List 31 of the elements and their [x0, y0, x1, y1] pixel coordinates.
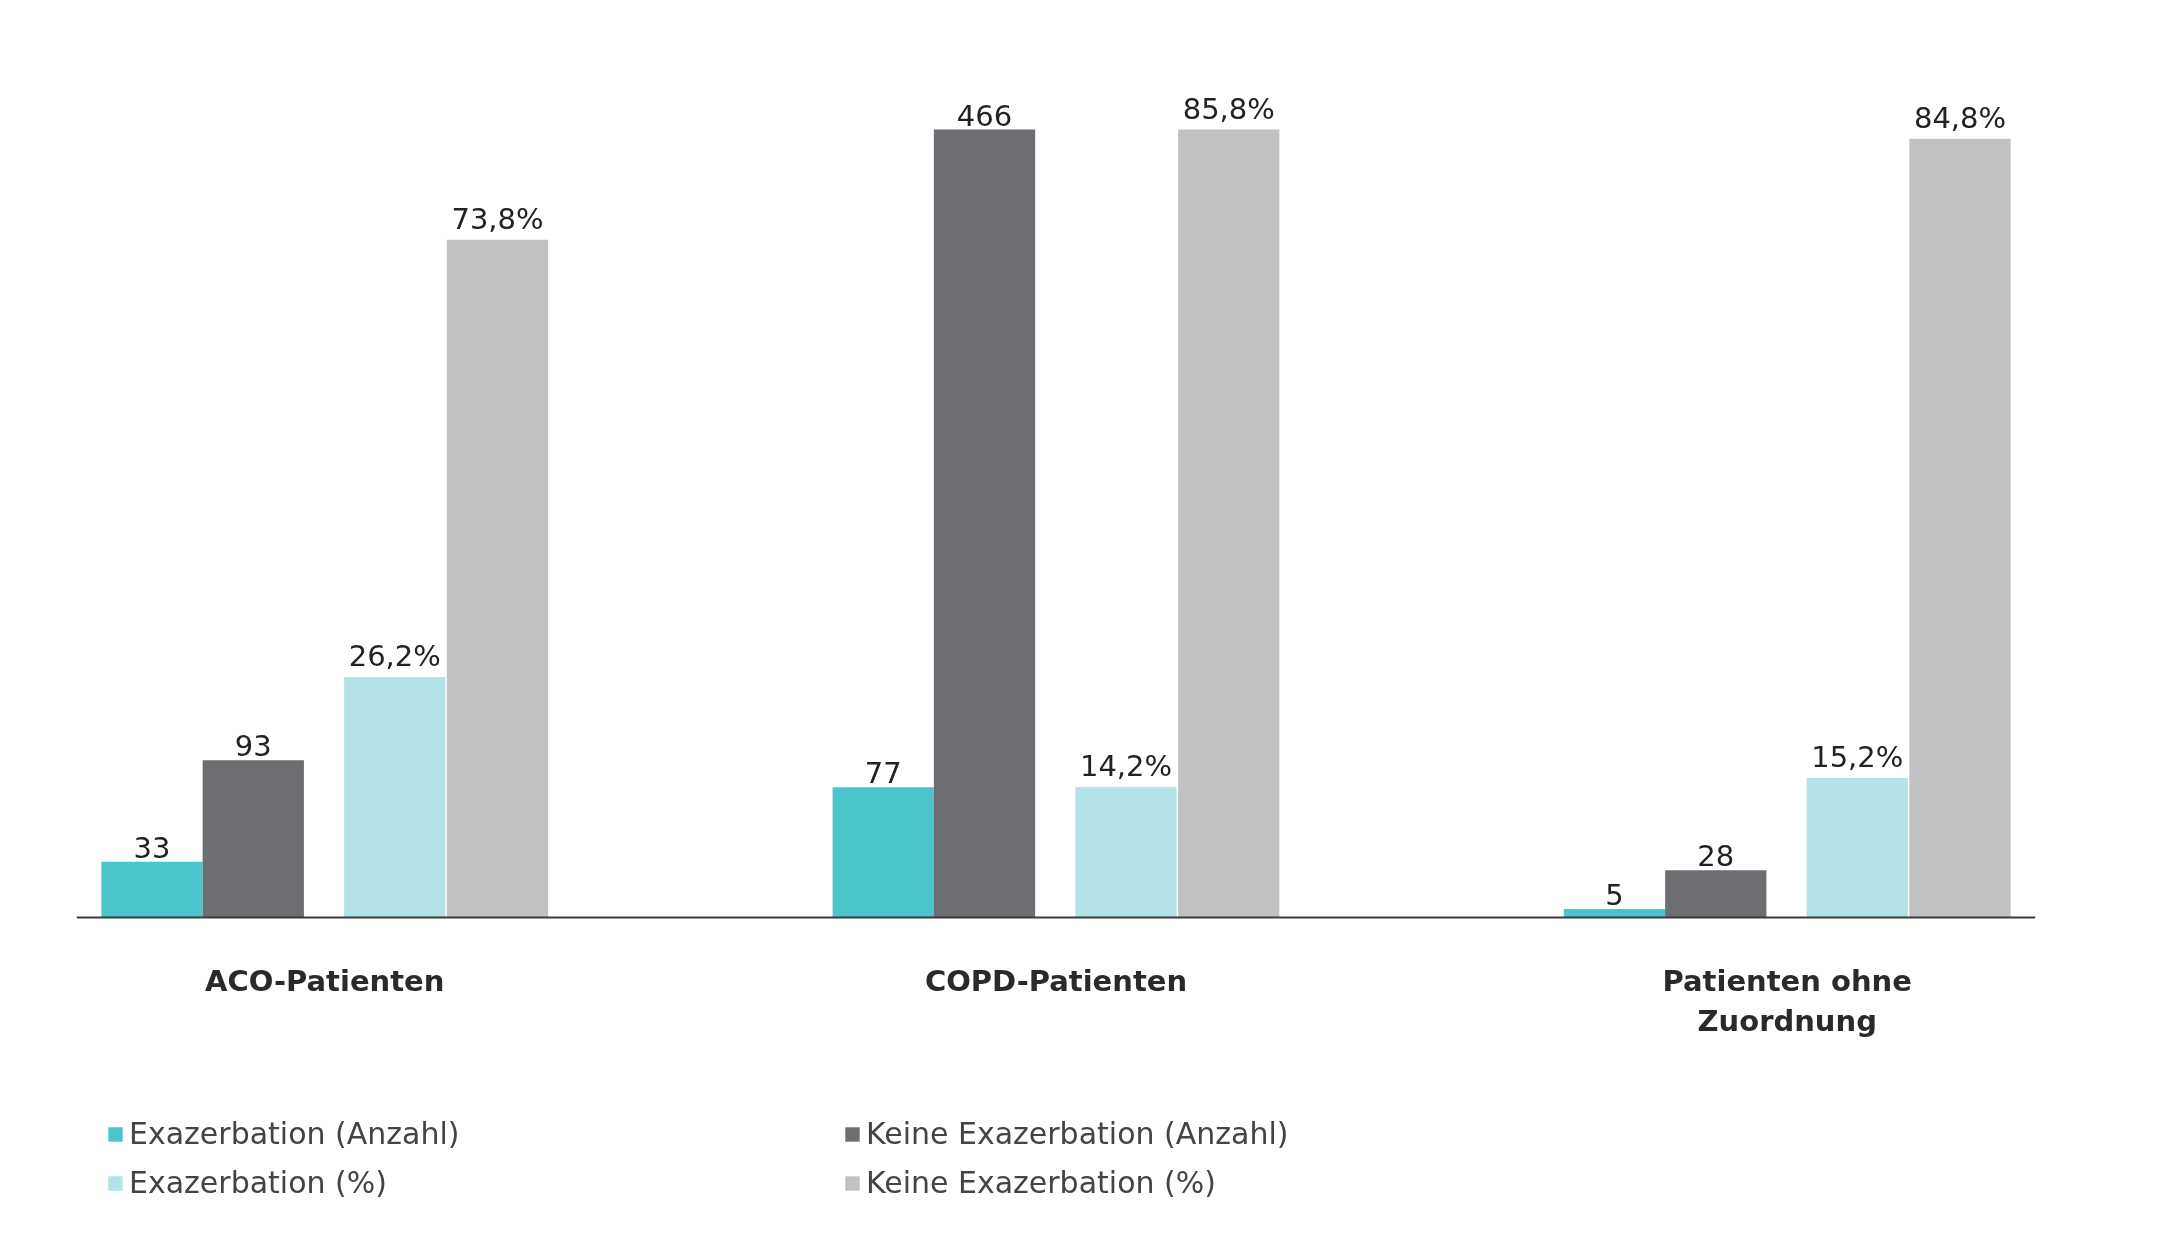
data-label: 84,8% [1913, 100, 2007, 135]
data-label: 26,2% [348, 638, 441, 673]
x-tick-label: Patienten ohne Zuordnung [1662, 963, 1912, 1039]
data-label: 466 [956, 98, 1013, 133]
legend-label: Exazerbation (Anzahl) [129, 1116, 461, 1151]
bar [1178, 129, 1280, 918]
bar [1909, 138, 2011, 918]
bar [446, 239, 549, 918]
data-label: 15,2% [1811, 739, 1904, 774]
data-label: 14,2% [1079, 749, 1173, 784]
data-label: 73,8% [451, 201, 544, 236]
data-label: 85,8% [1182, 91, 1275, 126]
data-label: 93 [234, 729, 272, 764]
legend-label: Exazerbation (%) [129, 1165, 388, 1200]
x-tick-label: ACO-Patienten [205, 963, 445, 998]
bar [202, 760, 304, 918]
bar [1806, 777, 1908, 918]
data-label: 77 [864, 756, 902, 791]
data-label: 5 [1605, 878, 1624, 913]
legend-label: Keine Exazerbation (%) [866, 1165, 1217, 1200]
legend-label: Keine Exazerbation (Anzahl) [866, 1116, 1290, 1151]
bar [1075, 787, 1177, 918]
bar [1563, 909, 1666, 918]
bar [1665, 870, 1767, 918]
bar [101, 861, 203, 918]
bar [344, 676, 446, 918]
bar [933, 129, 1036, 918]
x-tick-label: COPD-Patienten [924, 963, 1188, 998]
data-label: 28 [1697, 839, 1735, 874]
data-label: 33 [133, 830, 171, 865]
bar [832, 787, 934, 918]
